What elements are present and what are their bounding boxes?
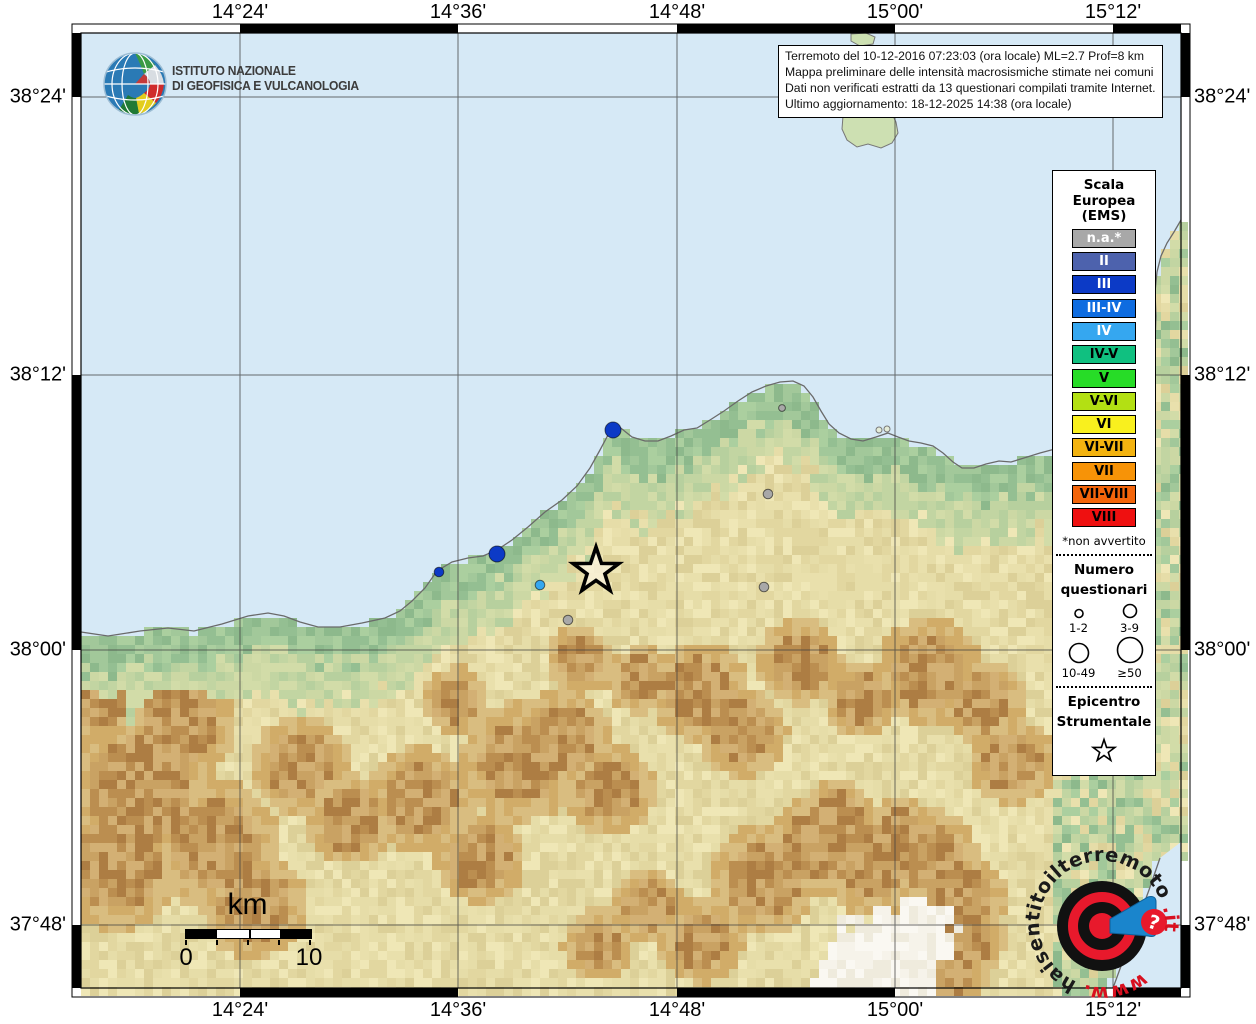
- scale-bar: km 0 10: [170, 888, 340, 978]
- epicenter-key-title: Epicentro Strumentale: [1056, 694, 1152, 731]
- questionnaire-size-3-9: 3-9: [1104, 602, 1155, 635]
- axis-label-right-1: 38°12': [1194, 363, 1251, 386]
- questionnaire-circle-icon: [1122, 604, 1137, 619]
- axis-label-left-1: 38°12': [9, 363, 66, 386]
- legend-class-VIII: VIII: [1072, 508, 1136, 528]
- questionnaire-size-label: 3-9: [1120, 621, 1139, 636]
- axis-label-bottom-1: 14°36': [429, 999, 487, 1021]
- info-line-updated: Ultimo aggiornamento: 18-12-2025 14:38 (…: [785, 96, 1072, 111]
- legend-divider: [1056, 686, 1152, 689]
- legend-title: Scala Europea (EMS): [1072, 177, 1136, 224]
- scale-bar-end: 10: [295, 944, 323, 971]
- legend-class-II: II: [1072, 252, 1136, 272]
- ingv-logo-line1: ISTITUTO NAZIONALE: [172, 63, 296, 78]
- epicenter-star-icon: [1090, 737, 1118, 763]
- questionnaire-size-≥50: ≥50: [1104, 635, 1155, 680]
- observation-dot-III: [488, 545, 506, 563]
- ingv-globe-icon: [103, 52, 167, 116]
- legend-divider: [1056, 554, 1152, 557]
- questionnaire-size-1-2: 1-2: [1053, 607, 1104, 635]
- legend-class-III: III: [1072, 275, 1136, 295]
- question-mark-icon: ?: [1141, 909, 1167, 935]
- legend-class-IIIIV: III-IV: [1072, 298, 1136, 318]
- scale-bar-graphic: [185, 929, 312, 939]
- questionnaire-size-label: 10-49: [1061, 666, 1096, 681]
- observation-dot-III: [433, 566, 445, 578]
- observation-dot-n.a.: [562, 614, 574, 626]
- legend-intensity-scale: n.a.* II III III-IV IV IV-V V V-VI VI VI-VII VII VI…: [1053, 228, 1155, 528]
- haisentitoilterremoto-logo: ? www. haisentitoilterremoto .it: [1021, 843, 1183, 1005]
- legend-footnote: *non avvertito: [1062, 534, 1146, 549]
- epicenter-star: [567, 541, 625, 595]
- scale-bar-start: 0: [179, 944, 193, 971]
- info-line-map-type: Mappa preliminare delle intensità macros…: [785, 64, 1154, 79]
- axis-label-top-3: 15°00': [866, 1, 924, 23]
- legend-class-VIVII: VI-VII: [1072, 438, 1136, 458]
- axis-label-top-1: 14°36': [429, 1, 487, 23]
- observation-dot-III: [604, 421, 622, 439]
- axis-label-top-2: 14°48': [648, 1, 706, 23]
- observation-dot-n.a.: [778, 404, 786, 412]
- axis-label-left-2: 38°00': [9, 638, 66, 661]
- legend-class-IV: IV: [1072, 321, 1136, 341]
- target-center-dot: [1089, 913, 1115, 939]
- legend-class-VI: VI: [1072, 415, 1136, 435]
- ingv-logo-line2: DI GEOFISICA E VULCANOLOGIA: [172, 77, 359, 93]
- questionnaire-circle-icon: [1116, 637, 1143, 664]
- axis-label-bottom-4: 15°12': [1084, 999, 1142, 1021]
- legend-class-na: n.a.*: [1072, 228, 1136, 248]
- observation-markers: [433, 404, 786, 626]
- questionnaire-size-label: ≥50: [1117, 666, 1142, 681]
- axis-label-right-3: 37°48': [1194, 913, 1251, 936]
- scale-bar-unit: km: [227, 888, 268, 921]
- info-line-event: Terremoto del 10-12-2016 07:23:03 (ora l…: [785, 49, 1145, 63]
- questionnaire-count-title: Numero questionari: [1060, 562, 1148, 599]
- axis-label-left-0: 38°24': [9, 85, 66, 108]
- observation-dot-n.a.: [758, 581, 770, 593]
- legend-class-VVI: V-VI: [1072, 391, 1136, 411]
- axis-label-bottom-3: 15°00': [866, 999, 924, 1021]
- axis-label-top-4: 15°12': [1084, 1, 1142, 23]
- questionnaire-circle-icon: [1068, 643, 1089, 664]
- epicenter-key: [1053, 734, 1155, 770]
- ingv-logo-text: ISTITUTO NAZIONALE DI GEOFISICA E VULCAN…: [172, 63, 359, 93]
- legend-class-VII: VII: [1072, 461, 1136, 481]
- legend-class-IVV: IV-V: [1072, 345, 1136, 365]
- axis-label-right-2: 38°00': [1194, 638, 1251, 661]
- legend-panel: Scala Europea (EMS) n.a.* II III III-IV IV IV…: [1052, 170, 1156, 776]
- questionnaire-size-key: 1-2 3-9 10-49 ≥50: [1053, 602, 1155, 680]
- axis-label-right-0: 38°24': [1194, 85, 1251, 108]
- observation-dot-n.a.: [762, 488, 774, 500]
- observation-dot-IV: [534, 579, 546, 591]
- legend-class-V: V: [1072, 368, 1136, 388]
- axis-label-bottom-2: 14°48': [648, 999, 706, 1021]
- map-frame: [72, 24, 1190, 997]
- info-line-data-source: Dati non verificati estratti da 13 quest…: [785, 80, 1156, 95]
- questionnaire-circle-icon: [1073, 609, 1084, 619]
- event-info-box: Terremoto del 10-12-2016 07:23:03 (ora l…: [778, 45, 1163, 118]
- questionnaire-size-10-49: 10-49: [1053, 641, 1104, 680]
- legend-class-VIIVIII: VII-VIII: [1072, 485, 1136, 505]
- axis-label-top-0: 14°24': [211, 1, 269, 23]
- axis-label-left-3: 37°48': [9, 913, 66, 936]
- questionnaire-size-label: 1-2: [1069, 621, 1088, 636]
- axis-label-bottom-0: 14°24': [211, 999, 269, 1021]
